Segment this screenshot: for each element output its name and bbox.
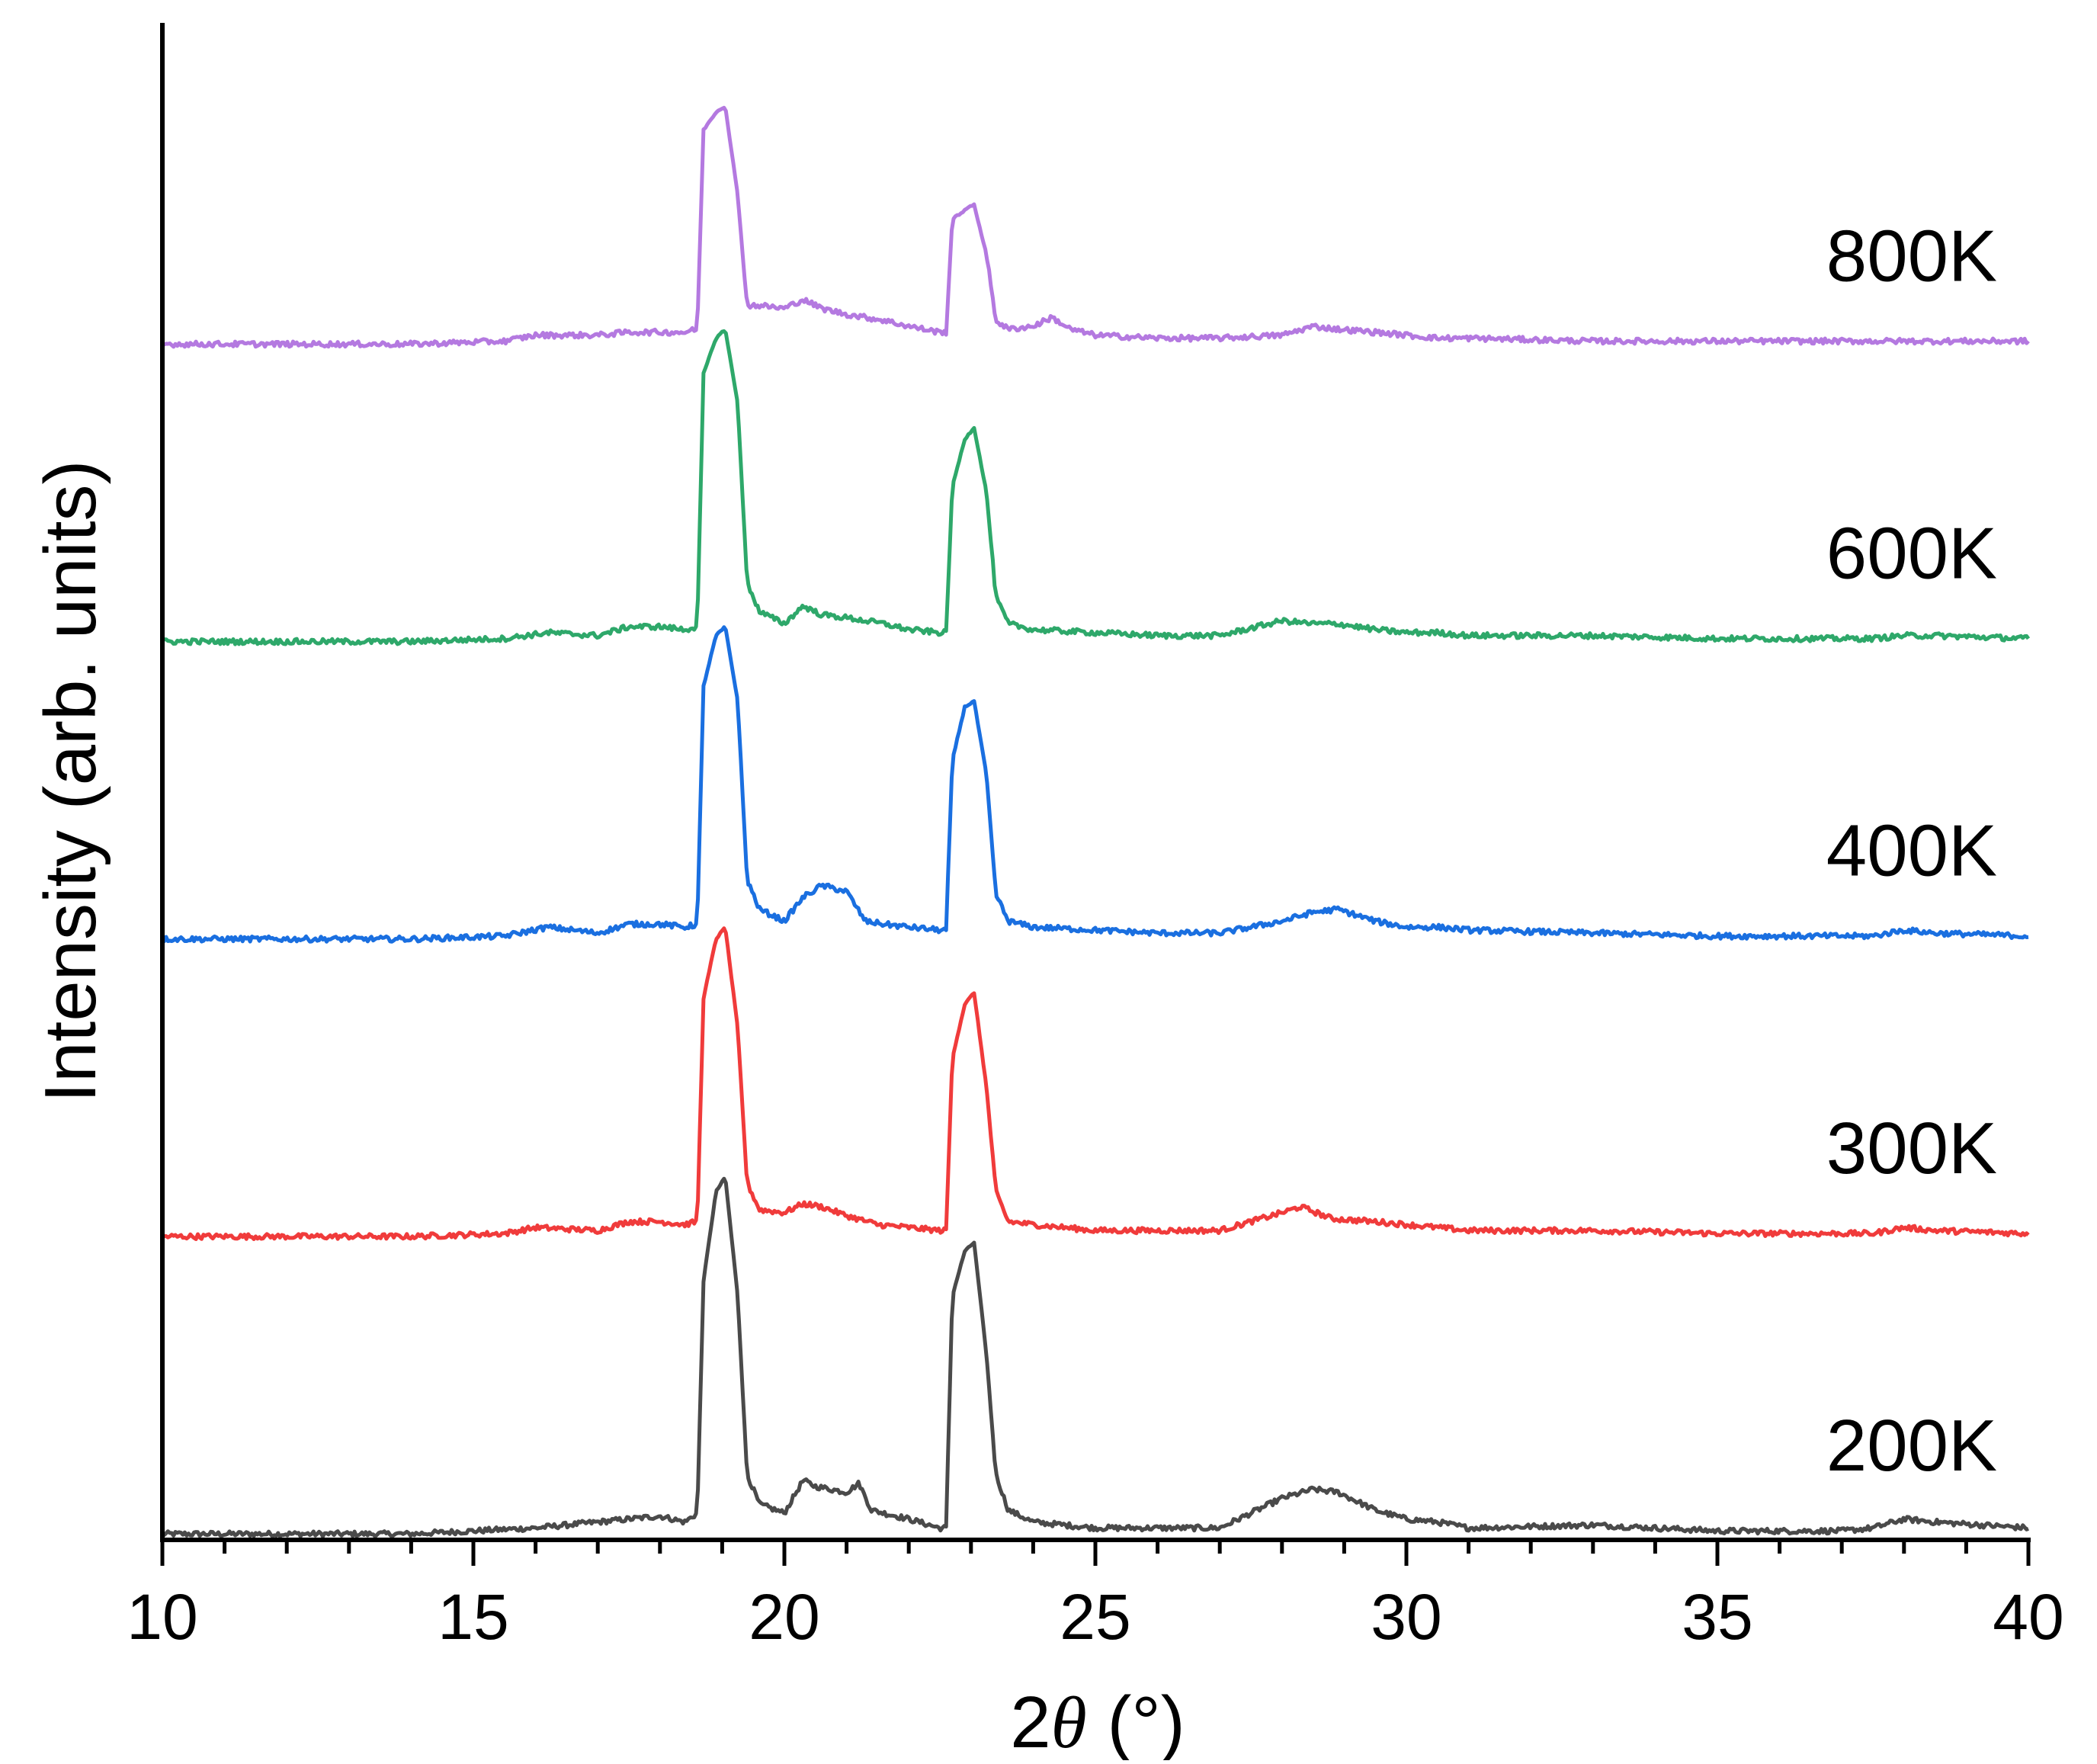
series-label-800K: 800K (1826, 215, 1997, 297)
x-axis-label: 2θ (°) (1010, 1682, 1185, 1760)
x-tick-label: 30 (1371, 1581, 1441, 1653)
series-line-200K (161, 1176, 2029, 1539)
series-layer (161, 105, 2031, 1539)
series-label-300K: 300K (1826, 1108, 1997, 1189)
y-axis-label: Intensity (arb. units) (30, 460, 111, 1103)
x-axis-label-theta: θ (1051, 1682, 1087, 1760)
series-line-400K (161, 625, 2029, 944)
x-ticks: 10 15 20 25 30 35 40 (127, 1540, 2064, 1653)
x-tick-label: 35 (1682, 1581, 1752, 1653)
series-label-600K: 600K (1826, 513, 1997, 595)
x-tick-label: 10 (127, 1581, 197, 1653)
x-axis-label-suffix: (°) (1087, 1682, 1185, 1760)
x-tick-label: 40 (1993, 1581, 2063, 1653)
x-tick-label: 15 (438, 1581, 508, 1653)
series-label-400K: 400K (1826, 810, 1997, 892)
axes-layer: 10 15 20 25 30 35 40 (127, 23, 2064, 1653)
series-line-300K (161, 926, 2030, 1241)
x-tick-label: 25 (1060, 1581, 1130, 1653)
x-tick-label: 20 (749, 1581, 819, 1653)
x-axis-label-prefix: 2 (1010, 1682, 1050, 1760)
series-line-600K (161, 329, 2031, 646)
series-labels: 200K 300K 400K 600K 800K (1826, 215, 1997, 1487)
series-label-200K: 200K (1826, 1405, 1997, 1487)
series-line-800K (161, 105, 2030, 349)
